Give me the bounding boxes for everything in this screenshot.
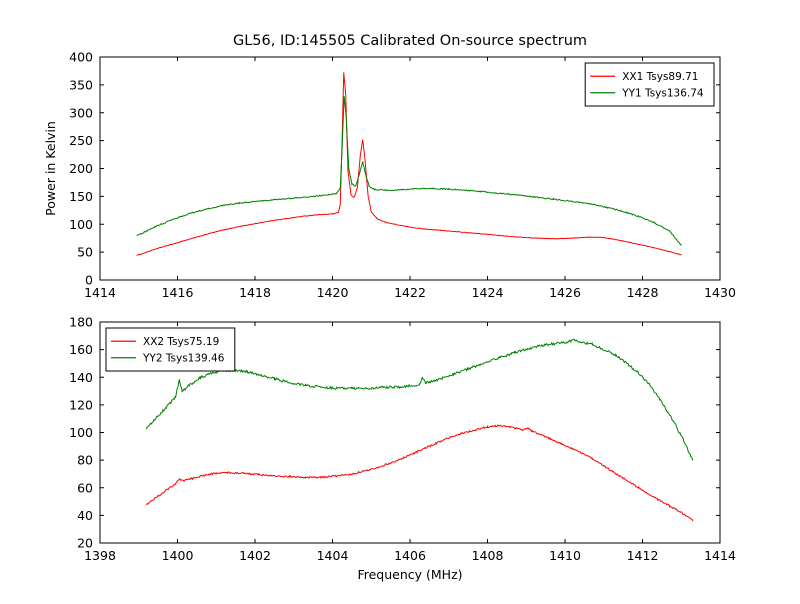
legend-label: XX1 Tsys89.71 — [622, 71, 698, 83]
y-tick-label: 200 — [69, 161, 93, 176]
y-tick-label: 400 — [69, 50, 93, 65]
x-tick-label: 1414 — [84, 285, 116, 300]
x-tick-label: 1416 — [162, 285, 194, 300]
x-tick-label: 1402 — [239, 548, 271, 563]
y-tick-label: 160 — [69, 342, 93, 357]
series-line-red-1 — [146, 424, 694, 522]
y-tick-label: 60 — [77, 480, 93, 495]
chart-title: GL56, ID:145505 Calibrated On-source spe… — [233, 33, 587, 49]
y-tick-label: 80 — [77, 453, 93, 468]
x-tick-label: 1414 — [704, 548, 736, 563]
x-axis-label: Frequency (MHz) — [357, 567, 462, 582]
x-tick-label: 1400 — [162, 548, 194, 563]
subplot-0: 1414 1416 1418 1420 1422 1424 1426 1428 1430 0 50 1… — [43, 33, 736, 300]
legend-box — [584, 62, 715, 107]
x-tick-label: 1404 — [317, 548, 349, 563]
y-tick-label: 250 — [69, 133, 93, 148]
y-tick-label: 350 — [69, 77, 93, 92]
x-tick-label: 1398 — [84, 548, 116, 563]
x-tick-label: 1408 — [472, 548, 504, 563]
x-tick-label: 1418 — [239, 285, 271, 300]
y-tick-label: 50 — [77, 245, 93, 260]
y-tick-label: 120 — [69, 397, 93, 412]
y-axis-label: Power in Kelvin — [43, 121, 58, 216]
x-tick-label: 1426 — [549, 285, 581, 300]
subplot-1: 1398 1400 1402 1404 1406 1408 1410 1412 1414 20 40… — [69, 315, 736, 583]
y-tick-label: 140 — [69, 370, 93, 385]
y-tick-label: 180 — [69, 315, 93, 330]
x-tick-label: 1422 — [394, 285, 426, 300]
y-tick-label: 100 — [69, 217, 93, 232]
x-tick-label: 1412 — [627, 548, 659, 563]
legend-label: YY1 Tsys136.74 — [621, 87, 704, 99]
y-tick-label: 100 — [69, 425, 93, 440]
series-line-red-0 — [136, 72, 682, 257]
y-tick-label: 20 — [77, 536, 93, 551]
series-line-green-0 — [136, 96, 682, 246]
y-tick-label: 0 — [85, 273, 93, 288]
y-tick-label: 300 — [69, 105, 93, 120]
x-tick-label: 1406 — [394, 548, 426, 563]
series-line-green-1 — [146, 338, 694, 461]
x-tick-label: 1430 — [704, 285, 736, 300]
x-tick-label: 1424 — [472, 285, 504, 300]
x-tick-label: 1410 — [549, 548, 581, 563]
legend-label: YY2 Tsys139.46 — [142, 352, 225, 364]
legend-label: XX2 Tsys75.19 — [143, 336, 219, 348]
legend-box — [105, 327, 236, 372]
x-tick-label: 1420 — [317, 285, 349, 300]
y-tick-label: 150 — [69, 189, 93, 204]
y-tick-label: 40 — [77, 508, 93, 523]
x-tick-label: 1428 — [627, 285, 659, 300]
